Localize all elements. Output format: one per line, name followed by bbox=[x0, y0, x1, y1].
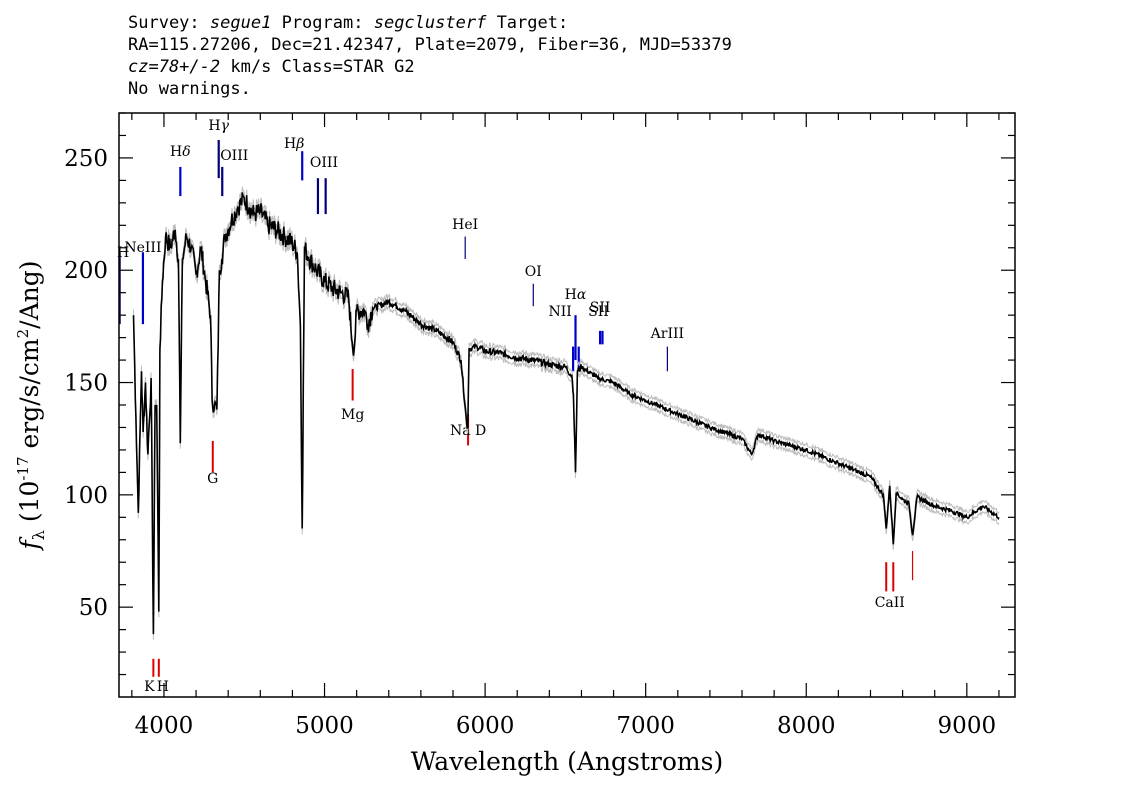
header-line-4: No warnings. bbox=[128, 79, 251, 99]
x-tick-label: 8000 bbox=[777, 713, 836, 739]
axis-tick-labels: 4000 5000 6000 7000 8000 9000 50 100 150 200 250 bbox=[64, 146, 996, 739]
x-tick-label: 9000 bbox=[938, 713, 997, 739]
emission-label: ArIII bbox=[650, 326, 684, 342]
absorption-label: G bbox=[207, 471, 218, 487]
absorption-label: H bbox=[157, 679, 169, 695]
target-label: Target: bbox=[496, 13, 569, 33]
y-tick-label: 200 bbox=[64, 258, 108, 284]
survey-value: segue1 bbox=[209, 13, 272, 33]
emission-label: OIII bbox=[220, 148, 248, 164]
emission-label: SII bbox=[588, 304, 609, 320]
x-tick-label: 4000 bbox=[135, 713, 194, 739]
emission-label: OI bbox=[525, 264, 542, 280]
absorption-label: Mg bbox=[341, 407, 364, 423]
emission-label: NeIII bbox=[124, 240, 161, 256]
emission-label: HeI bbox=[452, 217, 478, 233]
absorption-label: CaII bbox=[875, 595, 905, 611]
axis-ticks bbox=[119, 112, 1015, 697]
x-tick-label: 7000 bbox=[616, 713, 675, 739]
line-markers: HNeIIIHδHγOIIIHβOIIIHeIOINIIHαSIISIIArII… bbox=[117, 118, 914, 695]
header-line-3: cz=78+/-2 km/s Class=STAR G2 bbox=[128, 56, 732, 78]
emission-label: NII bbox=[548, 304, 571, 320]
header-line-2: RA=115.27206, Dec=21.42347, Plate=2079, … bbox=[128, 35, 732, 55]
y-tick-label: 100 bbox=[64, 483, 108, 509]
spectrum-error-upper bbox=[133, 186, 1000, 629]
y-axis-label: fλ (10-17 erg/s/cm2/Ang) bbox=[14, 260, 48, 551]
y-tick-label: 50 bbox=[79, 595, 108, 621]
survey-label: Survey: bbox=[128, 13, 200, 33]
emission-label: Hγ bbox=[208, 118, 229, 134]
x-axis-label: Wavelength (Angstroms) bbox=[411, 747, 723, 776]
emission-label: OIII bbox=[310, 155, 338, 171]
emission-label: Hβ bbox=[284, 136, 304, 152]
y-tick-label: 150 bbox=[64, 371, 108, 397]
x-tick-label: 5000 bbox=[295, 713, 354, 739]
cz-value: cz=78+/-2 bbox=[128, 57, 221, 77]
header-line-1: Survey: segue1 Program: segclusterf Targ… bbox=[128, 12, 732, 34]
spectrum-error-lower bbox=[133, 197, 1000, 640]
emission-label: Hα bbox=[565, 287, 587, 303]
emission-label: Hδ bbox=[170, 144, 191, 160]
emission-label: SII bbox=[590, 300, 611, 316]
program-label: Program: bbox=[281, 13, 364, 33]
y-tick-label: 250 bbox=[64, 146, 108, 172]
x-tick-label: 6000 bbox=[456, 713, 515, 739]
absorption-label: K bbox=[144, 679, 155, 695]
program-value: segclusterf bbox=[373, 13, 487, 33]
emission-label: H bbox=[117, 245, 129, 261]
class-text: km/s Class=STAR G2 bbox=[220, 57, 415, 77]
spectrum-line bbox=[132, 192, 1000, 635]
spectrum-header: Survey: segue1 Program: segclusterf Targ… bbox=[128, 12, 732, 100]
spectrum-layer bbox=[132, 186, 1000, 640]
